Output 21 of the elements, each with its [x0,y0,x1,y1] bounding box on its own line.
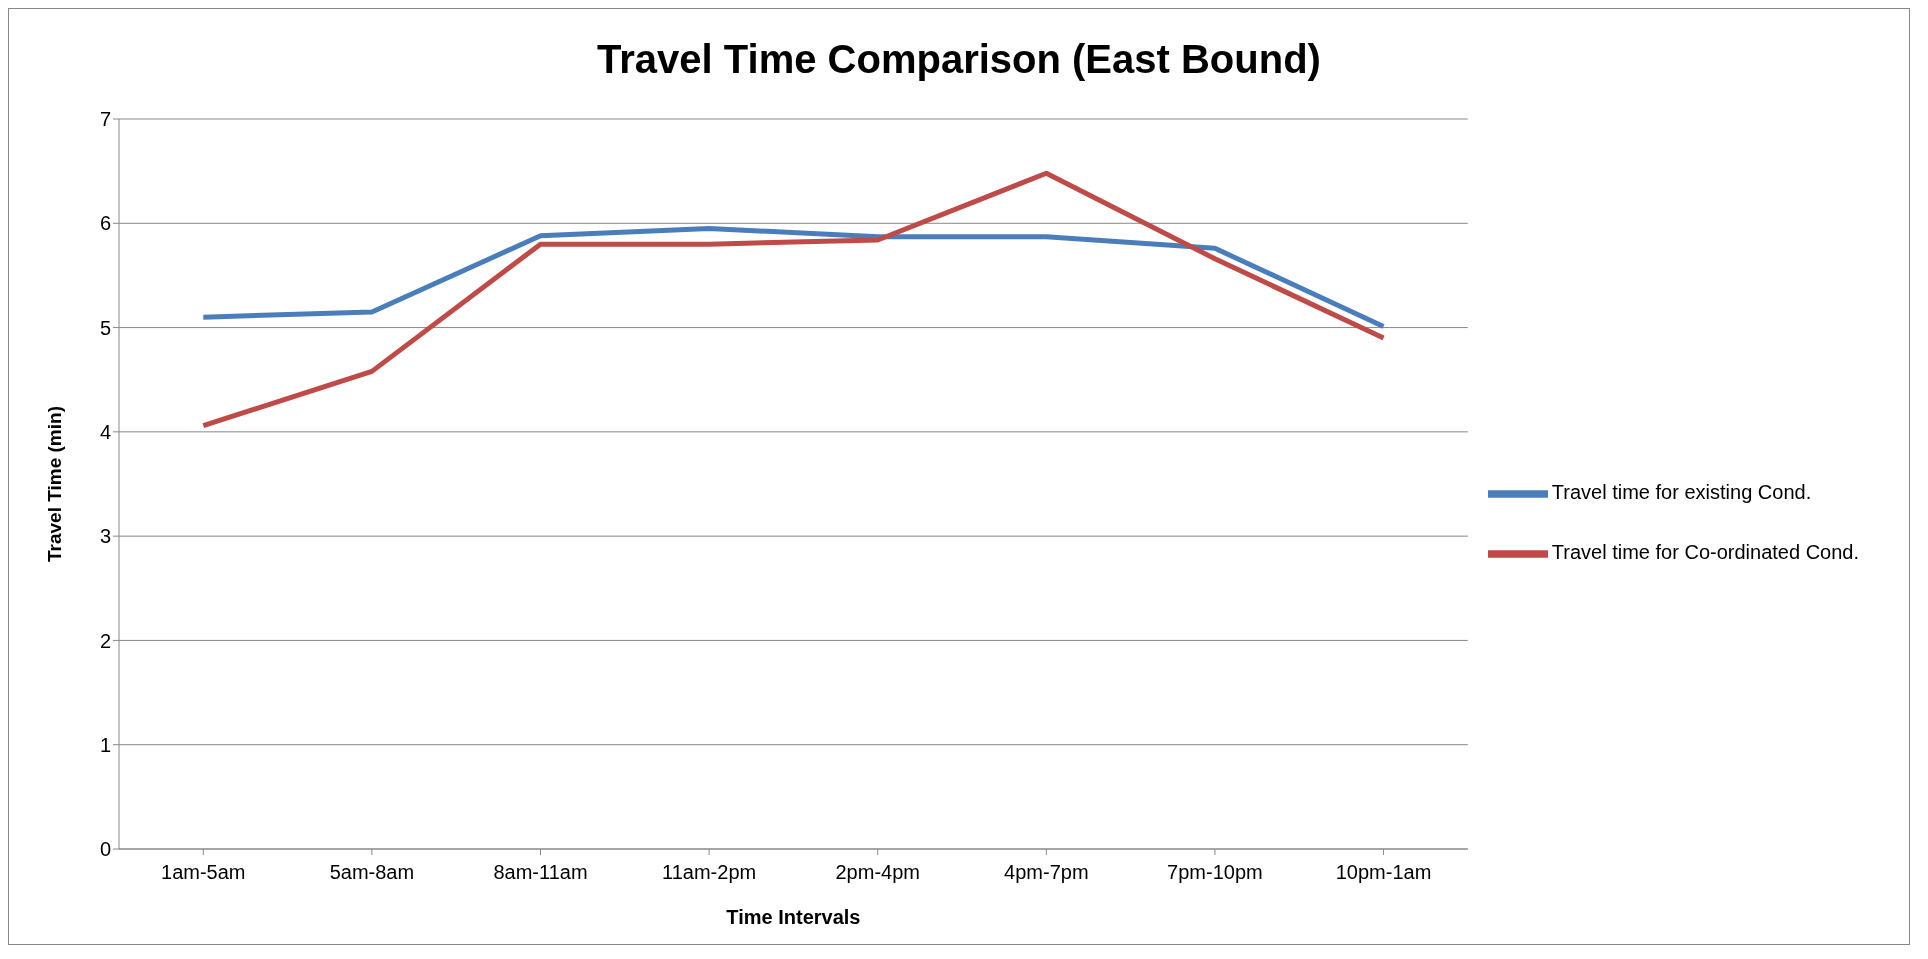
x-tick-label: 7pm-10pm [1167,861,1263,884]
y-tick-label: 3 [99,525,111,548]
x-tick-label: 1am-5am [161,861,246,884]
y-tick-label: 5 [99,316,111,339]
x-tick-label: 8am-11am [493,861,588,884]
x-tick-label: 2pm-4pm [835,861,920,884]
legend-label: Travel time for existing Cond. [1551,481,1812,504]
y-tick-label: 6 [99,212,111,235]
x-tick-label: 5am-8am [329,861,415,884]
x-tick-label: 4pm-7pm [1004,861,1089,884]
y-tick-label: 0 [99,838,111,861]
x-tick-label: 10pm-1am [1335,861,1432,884]
x-axis-title: Time Intervals [726,906,861,928]
y-tick-label: 1 [99,733,111,756]
y-tick-label: 4 [99,420,111,443]
y-tick-label: 2 [99,629,111,652]
legend-label: Travel time for Co-ordinated Cond. [1551,541,1859,564]
y-tick-label: 7 [99,108,111,131]
y-axis-title: Travel Time (min) [43,406,65,562]
chart-title: Travel Time Comparison (East Bound) [596,36,1322,83]
x-tick-label: 11am-2pm [662,861,757,884]
